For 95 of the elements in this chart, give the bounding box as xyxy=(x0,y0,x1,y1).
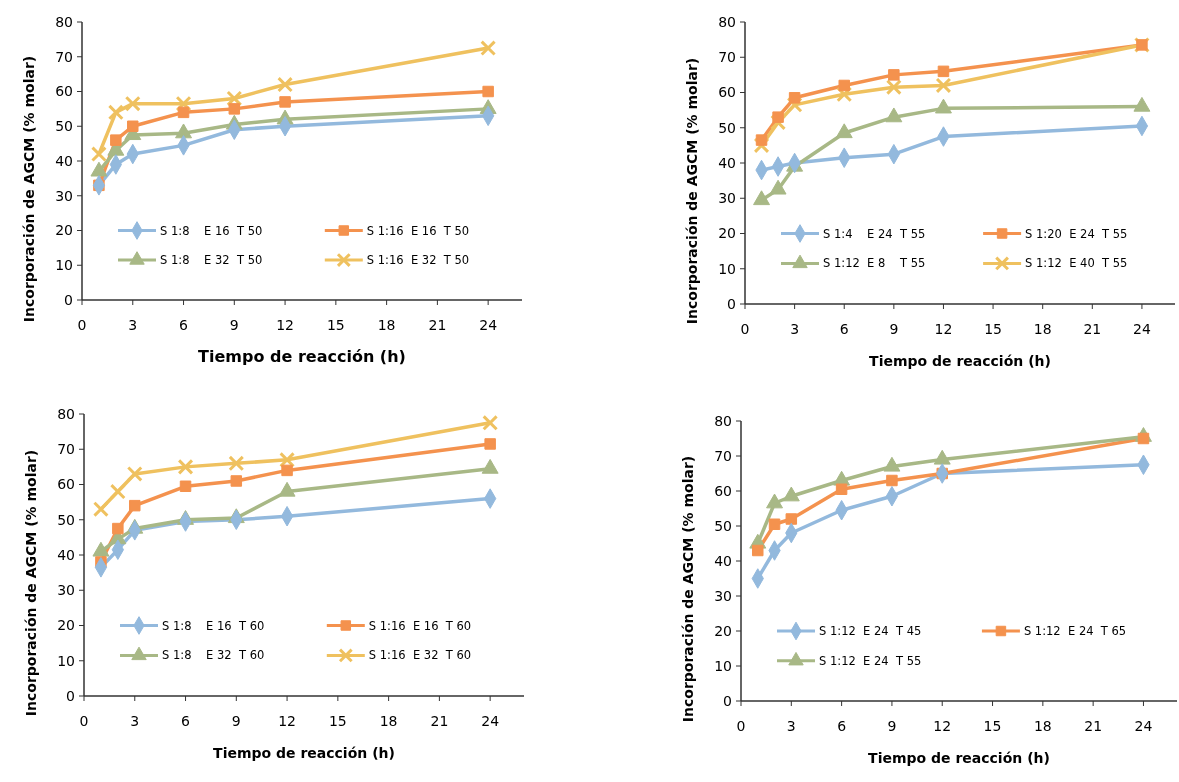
x-tick-label: 0 xyxy=(736,718,746,734)
y-tick-label: 50 xyxy=(714,517,732,534)
x-tick-label: 12 xyxy=(276,317,294,333)
x-tick-label: 3 xyxy=(130,713,140,729)
y-tick-label: 80 xyxy=(714,412,732,429)
x-tick-label: 3 xyxy=(786,718,796,734)
x-tick-label: 12 xyxy=(933,718,952,734)
x-tick-label: 9 xyxy=(231,713,241,729)
y-tick-label: 70 xyxy=(57,441,75,458)
x-tick-label: 15 xyxy=(983,718,1002,734)
legend-label: S 1:16 E 16 T 60 xyxy=(368,618,472,633)
x-tick-label: 21 xyxy=(1084,718,1103,734)
y-tick-label: 60 xyxy=(718,84,736,101)
x-tick-label: 6 xyxy=(839,321,849,337)
x-tick-label: 21 xyxy=(430,713,449,729)
x-tick-label: 12 xyxy=(278,713,296,729)
y-tick-label: 0 xyxy=(727,295,736,312)
legend-label: S 1:16 E 32 T 60 xyxy=(368,648,472,663)
legend-label: S 1:8 E 32 T 50 xyxy=(160,253,263,268)
y-tick-label: 30 xyxy=(718,190,736,207)
x-tick-label: 3 xyxy=(128,317,138,333)
y-tick-label: 80 xyxy=(718,13,736,30)
x-tick-label: 21 xyxy=(428,317,447,333)
x-axis-title: Tiempo de reacción (h) xyxy=(869,353,1051,369)
legend-label: S 1:12 E 24 T 55 xyxy=(819,653,922,668)
y-tick-label: 40 xyxy=(714,552,732,569)
y-tick-label: 30 xyxy=(55,187,73,204)
y-tick-label: 70 xyxy=(718,49,736,66)
x-tick-label: 18 xyxy=(1033,718,1052,734)
y-tick-label: 70 xyxy=(714,447,732,464)
legend-label: S 1:12 E 24 T 45 xyxy=(819,624,922,639)
legend-label: S 1:12 E 8 T 55 xyxy=(823,256,926,271)
x-tick-label: 15 xyxy=(328,713,347,729)
y-axis-title: Incorporación de AGCM (% molar) xyxy=(680,455,696,723)
y-tick-label: 20 xyxy=(718,225,736,242)
x-tick-label: 9 xyxy=(887,718,897,734)
y-tick-label: 20 xyxy=(57,617,75,634)
x-tick-label: 18 xyxy=(379,713,398,729)
y-tick-label: 0 xyxy=(723,692,732,709)
y-tick-label: 0 xyxy=(66,687,75,704)
x-tick-label: 15 xyxy=(984,321,1002,337)
y-tick-label: 10 xyxy=(714,657,732,674)
x-tick-label: 6 xyxy=(837,718,847,734)
legend-label: S 1:16 E 16 T 50 xyxy=(366,223,470,238)
legend-label: S 1:8 E 16 T 60 xyxy=(162,618,265,633)
y-tick-label: 0 xyxy=(64,291,73,308)
legend-label: S 1:12 E 40 T 55 xyxy=(1025,256,1128,271)
y-tick-label: 20 xyxy=(714,622,732,639)
x-tick-label: 12 xyxy=(934,321,953,337)
y-tick-label: 30 xyxy=(57,582,75,599)
y-tick-label: 50 xyxy=(55,118,73,135)
y-tick-label: 80 xyxy=(57,405,75,422)
x-tick-label: 9 xyxy=(889,321,899,337)
x-axis-title: Tiempo de reacción (h) xyxy=(213,745,395,761)
y-axis-title: Incorporación de AGCM (% molar) xyxy=(23,449,39,717)
x-tick-label: 18 xyxy=(1033,321,1052,337)
x-tick-label: 3 xyxy=(790,321,800,337)
legend-label: S 1:12 E 24 T 65 xyxy=(1023,624,1127,639)
y-axis-title: Incorporación de AGCM (% molar) xyxy=(684,57,700,325)
y-tick-label: 60 xyxy=(55,83,73,100)
x-tick-label: 6 xyxy=(181,713,191,729)
y-tick-label: 40 xyxy=(55,152,73,169)
x-tick-label: 24 xyxy=(479,317,498,333)
x-tick-label: 21 xyxy=(1083,321,1102,337)
legend-label: S 1:8 E 32 T 60 xyxy=(162,648,265,663)
x-tick-label: 0 xyxy=(740,321,750,337)
y-tick-label: 70 xyxy=(55,48,73,65)
x-tick-label: 6 xyxy=(179,317,189,333)
x-tick-label: 24 xyxy=(481,713,500,729)
y-tick-label: 10 xyxy=(718,260,736,277)
x-tick-label: 24 xyxy=(1134,718,1153,734)
y-tick-label: 20 xyxy=(55,222,73,239)
x-tick-label: 15 xyxy=(326,317,345,333)
y-tick-label: 40 xyxy=(718,154,736,171)
legend-label: S 1:20 E 24 T 55 xyxy=(1025,226,1128,241)
legend-label: S 1:8 E 16 T 50 xyxy=(160,223,263,238)
y-axis-title: Incorporación de AGCM (% molar) xyxy=(21,55,37,323)
x-tick-label: 24 xyxy=(1133,321,1151,337)
y-tick-label: 10 xyxy=(55,257,73,274)
y-tick-label: 60 xyxy=(714,482,732,499)
legend-label: S 1:16 E 32 T 50 xyxy=(366,253,470,268)
x-axis-title: Tiempo de reacción (h) xyxy=(868,750,1050,766)
x-tick-label: 18 xyxy=(377,317,396,333)
x-axis-title: Tiempo de reacción (h) xyxy=(198,347,406,366)
y-tick-label: 30 xyxy=(714,587,732,604)
x-tick-label: 9 xyxy=(229,317,239,333)
legend-label: S 1:4 E 24 T 55 xyxy=(823,226,926,241)
y-tick-label: 50 xyxy=(57,511,75,528)
x-tick-label: 0 xyxy=(79,713,89,729)
y-tick-label: 50 xyxy=(718,119,736,136)
y-tick-label: 60 xyxy=(57,476,75,493)
x-tick-label: 0 xyxy=(77,317,87,333)
y-tick-label: 40 xyxy=(57,546,75,563)
y-tick-label: 10 xyxy=(57,652,75,669)
y-tick-label: 80 xyxy=(55,13,73,30)
